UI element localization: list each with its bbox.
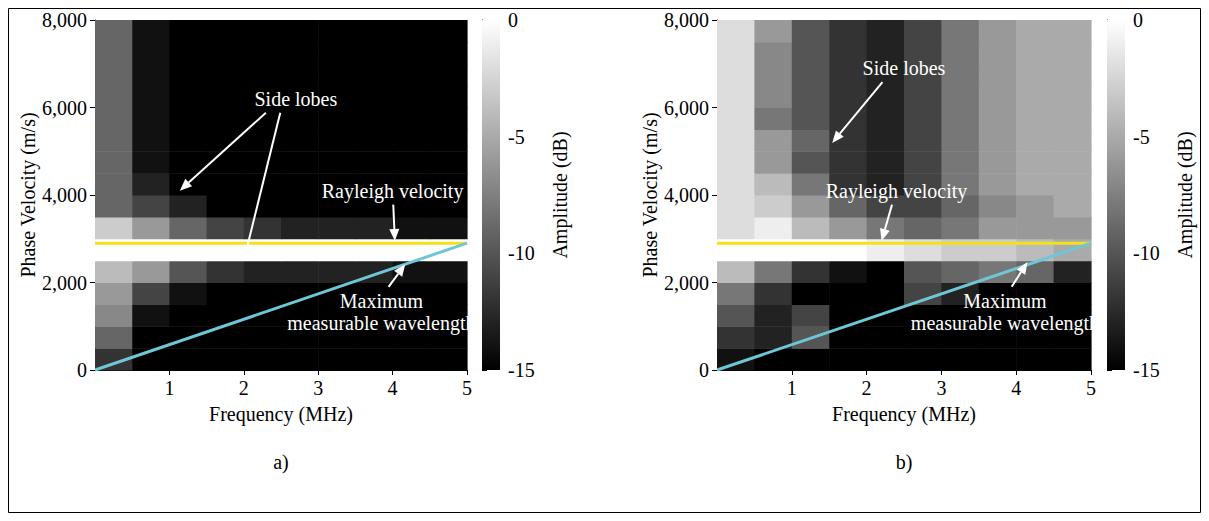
svg-text:Rayleigh velocity: Rayleigh velocity	[322, 180, 464, 203]
svg-text:Amplitude (dB): Amplitude (dB)	[1174, 131, 1197, 258]
svg-text:1: 1	[164, 377, 174, 399]
svg-text:2,000: 2,000	[42, 272, 87, 294]
svg-text:4: 4	[388, 377, 398, 399]
svg-text:-10: -10	[508, 242, 535, 264]
svg-text:Frequency (MHz): Frequency (MHz)	[209, 403, 353, 426]
svg-text:8,000: 8,000	[42, 9, 87, 31]
svg-text:Side lobes: Side lobes	[254, 88, 337, 110]
svg-text:Maximum: Maximum	[963, 290, 1047, 312]
svg-text:-5: -5	[508, 126, 525, 148]
svg-text:Maximum: Maximum	[340, 290, 424, 312]
svg-text:measurable wavelength: measurable wavelength	[911, 312, 1099, 335]
svg-text:5: 5	[1086, 377, 1096, 399]
svg-text:0: 0	[77, 359, 87, 381]
svg-text:4,000: 4,000	[42, 184, 87, 206]
svg-text:measurable wavelength: measurable wavelength	[287, 312, 475, 335]
svg-text:3: 3	[313, 377, 323, 399]
svg-text:a): a)	[273, 451, 289, 474]
svg-text:6,000: 6,000	[664, 97, 709, 119]
svg-text:Side lobes: Side lobes	[863, 57, 946, 79]
svg-text:4,000: 4,000	[664, 184, 709, 206]
svg-text:6,000: 6,000	[42, 97, 87, 119]
svg-text:b): b)	[896, 451, 913, 474]
svg-text:0: 0	[699, 359, 709, 381]
svg-text:-15: -15	[1133, 359, 1160, 381]
svg-text:2,000: 2,000	[664, 272, 709, 294]
svg-text:4: 4	[1011, 377, 1021, 399]
svg-text:2: 2	[239, 377, 249, 399]
svg-text:2: 2	[862, 377, 872, 399]
svg-text:-5: -5	[1133, 126, 1150, 148]
svg-text:-10: -10	[1133, 242, 1160, 264]
svg-text:Rayleigh velocity: Rayleigh velocity	[826, 180, 968, 203]
svg-text:Frequency (MHz): Frequency (MHz)	[832, 403, 976, 426]
svg-text:1: 1	[787, 377, 797, 399]
svg-text:Amplitude (dB): Amplitude (dB)	[549, 131, 572, 258]
svg-text:5: 5	[462, 377, 472, 399]
svg-text:-15: -15	[508, 359, 535, 381]
svg-text:Phase Velocity (m/s): Phase Velocity (m/s)	[17, 112, 40, 277]
svg-text:0: 0	[1133, 9, 1143, 31]
svg-text:0: 0	[508, 9, 518, 31]
svg-text:Phase Velocity (m/s): Phase Velocity (m/s)	[639, 112, 662, 277]
svg-text:3: 3	[936, 377, 946, 399]
svg-text:8,000: 8,000	[664, 9, 709, 31]
